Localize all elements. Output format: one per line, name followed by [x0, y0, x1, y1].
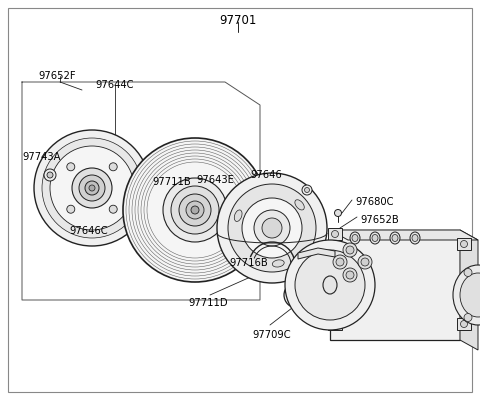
Text: 97644C: 97644C [95, 80, 133, 90]
Circle shape [67, 163, 75, 171]
Circle shape [179, 194, 211, 226]
Circle shape [228, 184, 316, 272]
Text: 97743A: 97743A [22, 152, 60, 162]
Ellipse shape [234, 210, 242, 222]
Bar [328, 318, 342, 330]
Text: 97646: 97646 [250, 170, 282, 180]
Text: 97701: 97701 [219, 14, 257, 27]
Text: 97711D: 97711D [188, 298, 228, 308]
Ellipse shape [272, 260, 284, 267]
Circle shape [79, 175, 105, 201]
Ellipse shape [295, 200, 304, 210]
Circle shape [304, 188, 310, 192]
Polygon shape [330, 230, 478, 240]
Circle shape [85, 181, 99, 195]
Bar [457, 318, 471, 330]
Ellipse shape [390, 232, 400, 244]
Ellipse shape [352, 234, 358, 242]
Circle shape [333, 255, 347, 269]
Text: 97652F: 97652F [38, 71, 76, 81]
Ellipse shape [350, 232, 360, 244]
Circle shape [464, 268, 472, 276]
Circle shape [123, 138, 267, 282]
Circle shape [332, 230, 338, 238]
Circle shape [335, 210, 341, 216]
Circle shape [284, 282, 310, 308]
Circle shape [44, 169, 56, 181]
Circle shape [295, 250, 365, 320]
Circle shape [262, 218, 282, 238]
Ellipse shape [323, 276, 337, 294]
Circle shape [343, 268, 357, 282]
Text: 97680C: 97680C [355, 197, 394, 207]
Circle shape [292, 290, 302, 300]
Circle shape [109, 163, 117, 171]
Bar [457, 238, 471, 250]
Circle shape [89, 185, 95, 191]
Bar [330, 230, 460, 340]
Ellipse shape [412, 234, 418, 242]
Polygon shape [460, 230, 478, 350]
Circle shape [285, 240, 375, 330]
Text: 97652B: 97652B [360, 215, 399, 225]
Text: 97716B: 97716B [229, 258, 268, 268]
Text: 97646C: 97646C [70, 226, 108, 236]
Ellipse shape [392, 234, 398, 242]
Ellipse shape [453, 265, 480, 325]
Circle shape [72, 168, 112, 208]
Polygon shape [298, 248, 335, 259]
Circle shape [163, 178, 227, 242]
Circle shape [67, 205, 75, 213]
Circle shape [186, 201, 204, 219]
Text: 97711B: 97711B [152, 177, 191, 187]
Circle shape [47, 172, 53, 178]
Circle shape [464, 314, 472, 322]
Text: 97709C: 97709C [252, 330, 290, 340]
Circle shape [217, 173, 327, 283]
Text: 97643E: 97643E [196, 175, 234, 185]
Circle shape [302, 185, 312, 195]
Circle shape [50, 146, 134, 230]
Circle shape [358, 255, 372, 269]
Circle shape [34, 130, 150, 246]
Circle shape [336, 258, 344, 266]
Circle shape [171, 186, 219, 234]
Circle shape [332, 320, 338, 328]
Circle shape [346, 246, 354, 254]
Ellipse shape [158, 202, 168, 214]
Bar [328, 228, 342, 240]
Ellipse shape [370, 232, 380, 244]
Circle shape [242, 198, 302, 258]
Circle shape [460, 320, 468, 328]
Circle shape [191, 206, 199, 214]
Ellipse shape [154, 197, 172, 219]
Circle shape [42, 138, 142, 238]
Circle shape [460, 240, 468, 248]
Circle shape [361, 258, 369, 266]
Circle shape [346, 271, 354, 279]
Circle shape [288, 286, 306, 304]
Ellipse shape [372, 234, 378, 242]
Ellipse shape [460, 273, 480, 317]
Ellipse shape [410, 232, 420, 244]
Circle shape [254, 210, 290, 246]
Circle shape [109, 205, 117, 213]
Circle shape [343, 243, 357, 257]
